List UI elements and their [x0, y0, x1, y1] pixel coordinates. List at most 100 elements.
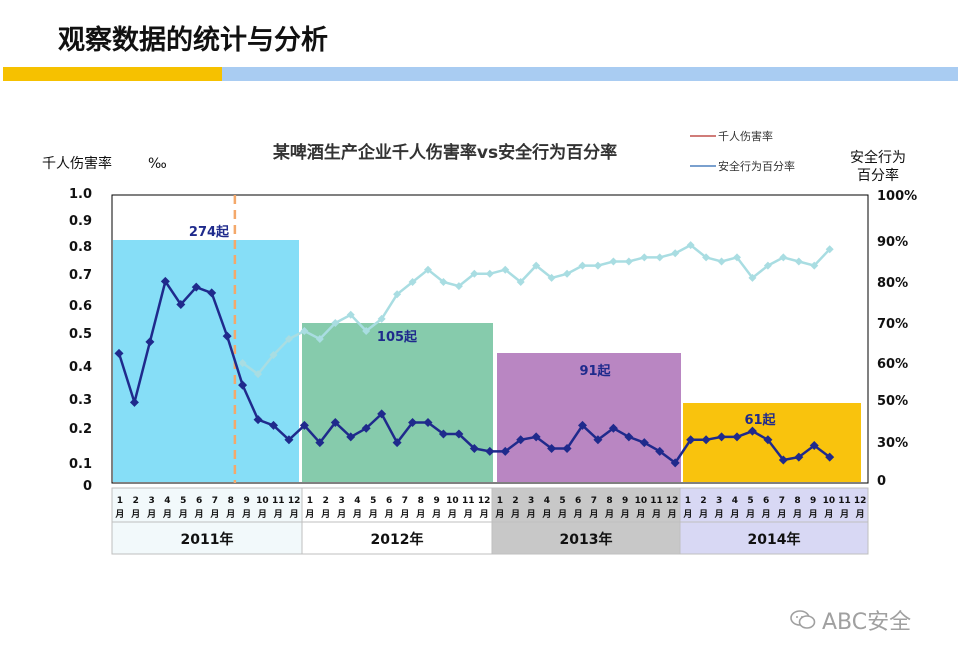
month-label: 11 月 — [838, 496, 851, 520]
injury-point — [253, 415, 263, 425]
left-tick-label: 0.8 — [69, 240, 92, 255]
safety-point — [810, 261, 819, 270]
injury-point — [547, 443, 557, 453]
injury-point — [578, 420, 587, 430]
month-label: 11 月 — [650, 496, 663, 520]
legend-label-safety: 安全行为百分率 — [718, 159, 795, 173]
injury-point — [562, 443, 572, 453]
safety-point — [408, 278, 417, 286]
injury-point — [299, 420, 309, 430]
injury-point — [624, 432, 634, 442]
right-axis-label-2: 百分率 — [857, 167, 899, 184]
safety-point — [485, 269, 494, 278]
injury-point — [145, 337, 155, 347]
safety-point — [717, 257, 726, 266]
safety-point — [547, 273, 556, 282]
safety-point — [470, 269, 479, 278]
year-block-4 — [683, 403, 861, 482]
safety-point — [362, 327, 371, 335]
injury-point — [701, 435, 711, 445]
right-tick-label: 30% — [877, 436, 908, 451]
injury-point — [686, 435, 696, 445]
month-label: 10 月 — [823, 496, 836, 520]
incident-count-label: 274起 — [189, 224, 230, 240]
month-label: 12 月 — [478, 496, 491, 520]
safety-point — [671, 249, 680, 258]
right-tick-label: 80% — [877, 276, 908, 291]
injury-point — [670, 458, 680, 468]
month-label: 10 月 — [256, 496, 269, 520]
year-cell-3 — [491, 487, 681, 555]
right-tick-label: 90% — [877, 235, 908, 250]
left-axis-unit: ‰ — [148, 156, 167, 172]
safety-point — [748, 273, 757, 282]
legend-label-injury: 千人伤害率 — [718, 129, 773, 143]
safety-point — [346, 310, 355, 319]
injury-point — [284, 435, 294, 445]
safety-point — [563, 269, 572, 278]
left-tick-label: 0.4 — [69, 360, 92, 375]
safety-point — [578, 261, 587, 270]
injury-point — [408, 418, 418, 428]
safety-point — [763, 261, 772, 270]
injury-point — [825, 452, 835, 462]
safety-point — [331, 319, 340, 327]
month-label: 12 月 — [854, 496, 867, 520]
left-tick-label: 0.2 — [69, 422, 92, 437]
chart-title: 某啤酒生产企业千人伤害率vs安全行为百分率 — [273, 142, 617, 163]
legend: 千人伤害率 安全行为百分率 — [690, 129, 795, 173]
safety-point — [733, 253, 741, 262]
injury-point — [747, 426, 757, 436]
injury-point — [732, 432, 742, 442]
safety-point — [655, 253, 664, 262]
safety-point — [779, 253, 788, 262]
right-tick-label: 60% — [877, 357, 908, 372]
month-label: 10 月 — [635, 496, 648, 520]
safety-point — [640, 253, 649, 262]
safety-point — [284, 335, 293, 343]
left-tick-label: 0.7 — [69, 268, 92, 283]
incident-count-label: 91起 — [579, 363, 611, 379]
accent-bar-left — [3, 67, 222, 81]
left-tick-label: 1.0 — [69, 187, 92, 202]
slide-title: 观察数据的统计与分析 — [58, 25, 328, 56]
injury-point — [469, 443, 479, 453]
right-tick-label: 0 — [877, 474, 886, 489]
injury-point — [485, 446, 495, 456]
year-cell-1 — [111, 487, 303, 555]
wechat-icon — [790, 610, 816, 629]
left-tick-label: 0.6 — [69, 299, 92, 314]
injury-point — [655, 446, 665, 456]
injury-point — [176, 299, 186, 309]
right-tick-label: 70% — [877, 317, 908, 332]
safety-point — [624, 257, 633, 266]
safety-point — [609, 257, 618, 266]
injury-point — [809, 441, 819, 451]
safety-point — [501, 265, 510, 274]
year-label: 2013年 — [560, 531, 613, 548]
injury-point — [639, 438, 649, 448]
